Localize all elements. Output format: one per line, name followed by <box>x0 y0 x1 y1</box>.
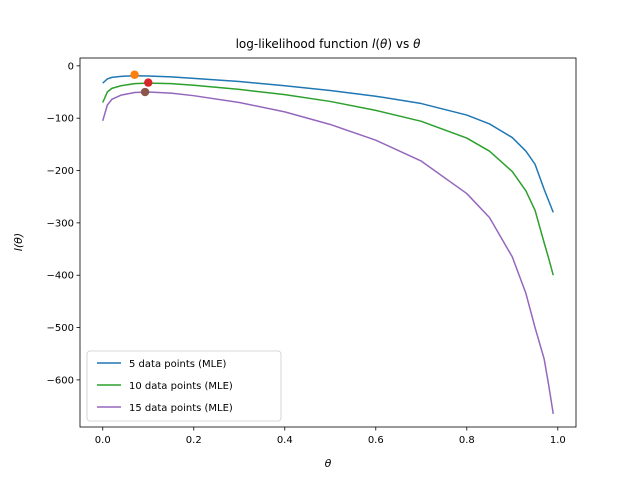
y-tick-label: −300 <box>47 218 74 229</box>
legend-label-15-points: 15 data points (MLE) <box>129 403 233 414</box>
series-line-3 <box>102 91 554 415</box>
legend-label-5-points: 5 data points (MLE) <box>129 359 227 370</box>
mle-point-3 <box>140 87 150 97</box>
legend-label-10-points: 10 data points (MLE) <box>129 381 233 392</box>
y-axis-label: l(θ) <box>12 233 25 251</box>
plot-layer <box>102 70 554 415</box>
y-tick-label: −400 <box>47 271 74 282</box>
y-tick-label: 0 <box>68 61 74 72</box>
x-tick-label: 0.0 <box>95 435 111 446</box>
legend-box <box>86 350 282 422</box>
y-tick-label: −200 <box>47 166 74 177</box>
x-tick-label: 0.2 <box>186 435 202 446</box>
x-tick-label: 0.6 <box>368 435 384 446</box>
legend: 5 data points (MLE) 10 data points (MLE)… <box>86 350 282 422</box>
chart-title: log-likelihood function l(θ) vs θ <box>236 37 421 51</box>
mle-point-1 <box>130 70 139 79</box>
x-tick-label: 1.0 <box>550 435 566 446</box>
ticks-layer: 0.0 0.2 0.4 0.6 0.8 1.0 0 −100 −200 −300 −400 −500 −… <box>47 61 566 446</box>
x-axis-label: θ <box>325 457 332 470</box>
series-line-2 <box>102 82 554 276</box>
y-tick-label: −100 <box>47 114 74 125</box>
x-tick-label: 0.4 <box>277 435 293 446</box>
y-tick-label: −500 <box>47 323 74 334</box>
series-line-1 <box>102 75 554 213</box>
x-tick-label: 0.8 <box>459 435 475 446</box>
mle-point-2 <box>144 78 153 87</box>
y-tick-label: −600 <box>47 375 74 386</box>
axes-frame <box>79 57 577 428</box>
